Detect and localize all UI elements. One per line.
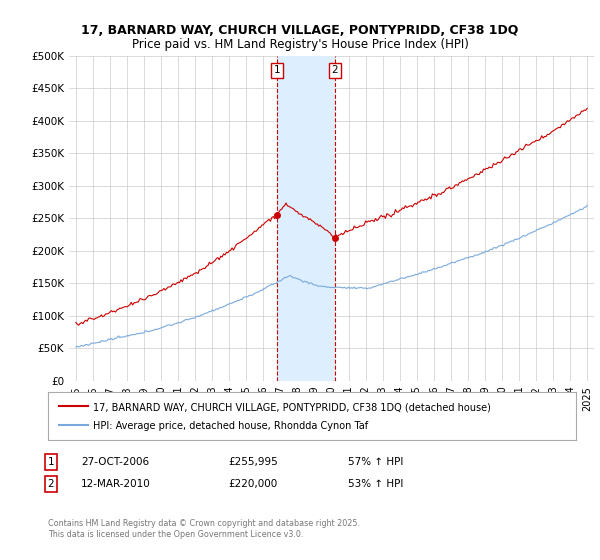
Text: 1: 1 xyxy=(274,66,281,75)
Text: 12-MAR-2010: 12-MAR-2010 xyxy=(81,479,151,489)
Text: 17, BARNARD WAY, CHURCH VILLAGE, PONTYPRIDD, CF38 1DQ (detached house): 17, BARNARD WAY, CHURCH VILLAGE, PONTYPR… xyxy=(93,402,491,412)
Text: £220,000: £220,000 xyxy=(228,479,277,489)
Text: 17, BARNARD WAY, CHURCH VILLAGE, PONTYPRIDD, CF38 1DQ: 17, BARNARD WAY, CHURCH VILLAGE, PONTYPR… xyxy=(82,24,518,38)
Text: £255,995: £255,995 xyxy=(228,457,278,467)
Text: Contains HM Land Registry data © Crown copyright and database right 2025.
This d: Contains HM Land Registry data © Crown c… xyxy=(48,520,360,539)
Text: 57% ↑ HPI: 57% ↑ HPI xyxy=(348,457,403,467)
Text: HPI: Average price, detached house, Rhondda Cynon Taf: HPI: Average price, detached house, Rhon… xyxy=(93,421,368,431)
Text: 53% ↑ HPI: 53% ↑ HPI xyxy=(348,479,403,489)
Text: Price paid vs. HM Land Registry's House Price Index (HPI): Price paid vs. HM Land Registry's House … xyxy=(131,38,469,52)
Text: 27-OCT-2006: 27-OCT-2006 xyxy=(81,457,149,467)
Bar xyxy=(277,56,335,381)
Text: 1: 1 xyxy=(47,457,55,467)
Text: 2: 2 xyxy=(47,479,55,489)
Text: 2: 2 xyxy=(331,66,338,75)
